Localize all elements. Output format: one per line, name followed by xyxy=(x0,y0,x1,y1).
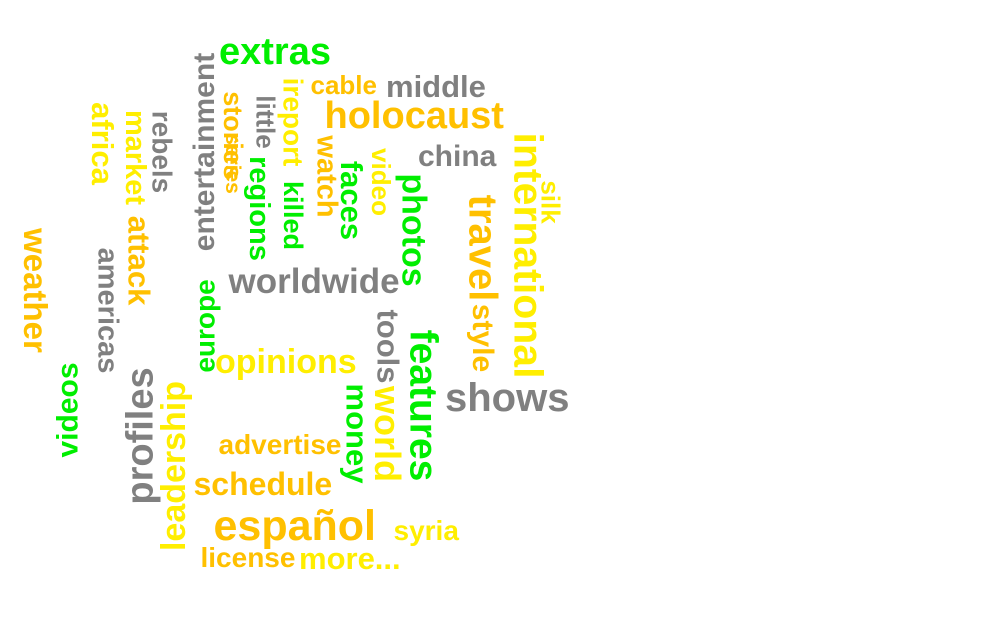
word-attack: attack xyxy=(121,215,157,305)
word-more: more... xyxy=(299,540,401,576)
word-style: style xyxy=(466,303,500,373)
word-features: features xyxy=(401,329,445,481)
word-weather: weather xyxy=(16,227,54,353)
word-leadership: leadership xyxy=(155,380,194,552)
word-holocaust: holocaust xyxy=(324,95,504,137)
word-africa: africa xyxy=(84,101,120,185)
word-middle: middle xyxy=(386,68,486,104)
word-killed: killed xyxy=(277,180,308,250)
word-opinions: opinions xyxy=(215,343,357,381)
word-money: money xyxy=(339,383,375,483)
word-little: little xyxy=(250,95,281,149)
word-worldwide: worldwide xyxy=(228,261,400,301)
word-photos: photos xyxy=(394,173,433,287)
word-travel: travel xyxy=(459,194,504,302)
word-regions: regions xyxy=(242,155,275,261)
word-ireport: ireport xyxy=(276,77,308,167)
word-syria: syria xyxy=(393,515,459,546)
word-shows: shows xyxy=(445,376,570,420)
word-series: series xyxy=(220,132,244,194)
word-video: video xyxy=(365,148,396,216)
word-international: international xyxy=(505,131,552,379)
word-videos: videos xyxy=(51,362,85,458)
word-schedule: schedule xyxy=(193,466,333,502)
word-market: market xyxy=(118,109,151,205)
word-china: china xyxy=(418,140,497,173)
word-americas: americas xyxy=(91,247,124,373)
word-tools: tools xyxy=(370,308,406,384)
word-rebels: rebels xyxy=(145,110,177,194)
word-profiles: profiles xyxy=(119,367,162,505)
word-extras: extras xyxy=(219,31,331,73)
word-faces: faces xyxy=(333,160,369,240)
word-espanol: español xyxy=(213,501,377,550)
word-cable: cable xyxy=(310,70,378,100)
word-entertainment: entertainment xyxy=(188,52,222,252)
word-license: license xyxy=(200,542,296,573)
word-silk: silk xyxy=(535,180,566,224)
word-advertise: advertise xyxy=(218,429,342,460)
